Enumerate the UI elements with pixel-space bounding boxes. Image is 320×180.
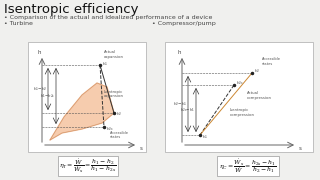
FancyBboxPatch shape (165, 42, 313, 152)
Text: $h_{2s}$: $h_{2s}$ (106, 125, 114, 133)
Text: $h_{2s}\!-\!h_1$: $h_{2s}\!-\!h_1$ (180, 106, 195, 114)
Text: • Compressor/pump: • Compressor/pump (152, 21, 216, 26)
Text: $h_1\!-\!h_2$: $h_1\!-\!h_2$ (33, 85, 47, 93)
Text: • Turbine: • Turbine (4, 21, 33, 26)
Text: $h_1$: $h_1$ (202, 133, 208, 141)
Text: Isentropic efficiency: Isentropic efficiency (4, 3, 139, 16)
Text: h: h (37, 50, 41, 55)
Polygon shape (50, 83, 114, 140)
Text: $h_{2s}$: $h_{2s}$ (236, 79, 244, 87)
Text: $h_2$: $h_2$ (116, 110, 122, 118)
Text: Isentropic
compression: Isentropic compression (230, 108, 255, 117)
Text: Actual
compression: Actual compression (247, 91, 272, 100)
Text: $h_2\!-\!h_1$: $h_2\!-\!h_1$ (172, 100, 187, 108)
Text: h: h (177, 50, 181, 55)
Text: $h_1\!-\!h_{2s}$: $h_1\!-\!h_{2s}$ (40, 92, 55, 100)
Text: Actual
expansion: Actual expansion (104, 50, 124, 59)
Text: $h_2$: $h_2$ (254, 67, 260, 75)
Text: Accessible
states: Accessible states (262, 57, 281, 66)
Text: $\eta_T = \dfrac{\dot{W}}{\dot{W}_s} = \dfrac{h_1 - h_2}{h_1 - h_{2s}}$: $\eta_T = \dfrac{\dot{W}}{\dot{W}_s} = \… (59, 157, 117, 175)
Text: Isentropic
expansion: Isentropic expansion (104, 90, 124, 98)
Text: $\eta_C = \dfrac{\dot{W}_s}{\dot{W}} = \dfrac{h_{2s} - h_1}{h_2 - h_1}$: $\eta_C = \dfrac{\dot{W}_s}{\dot{W}} = \… (219, 157, 277, 175)
Text: $h_1$: $h_1$ (102, 60, 108, 68)
Text: Accessible
states: Accessible states (110, 131, 129, 139)
Text: • Comparison of the actual and idealized performance of a device: • Comparison of the actual and idealized… (4, 15, 212, 20)
FancyBboxPatch shape (28, 42, 146, 152)
Text: s: s (140, 146, 143, 151)
Text: s: s (299, 146, 302, 151)
